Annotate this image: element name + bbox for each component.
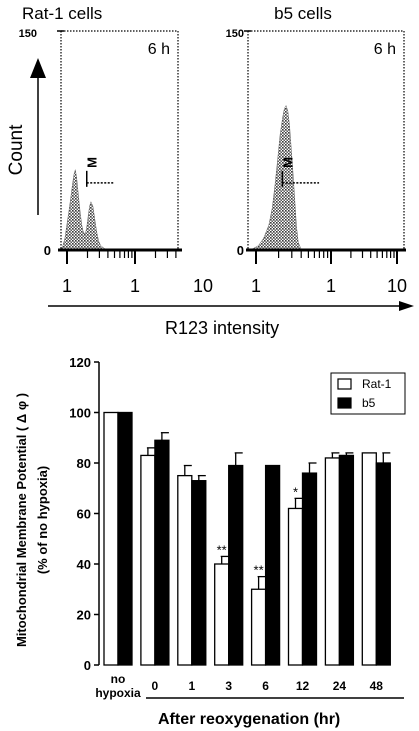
histogram-b5: b5 cells 6 h 150 0 M 1 1 10	[226, 4, 407, 296]
histogram-b5-xtick-label: 1	[326, 276, 336, 296]
histogram-rat1-area	[60, 169, 115, 251]
histogram-x-axis-label: R123 intensity	[165, 318, 279, 338]
bar-chart-y-axis-label: Mitochondrial Membrane Potential ( Δ φ )	[14, 393, 29, 647]
histogram-count-arrow	[30, 58, 46, 215]
bar-chart-y-tick-label: 100	[69, 406, 91, 421]
histogram-rat1-time: 6 h	[148, 41, 170, 58]
legend-label-rat1: Rat-1	[362, 377, 392, 391]
bar-b5	[301, 472, 318, 666]
bar-chart-category-label: 0	[152, 679, 159, 693]
histogram-y-axis-label: Count	[6, 124, 27, 175]
bar-rat1	[214, 563, 230, 666]
bar-rat1	[287, 507, 304, 666]
significance-marker: **	[217, 542, 227, 557]
bar-b5	[264, 464, 281, 666]
bar-chart-y-tick-label: 80	[77, 456, 91, 471]
bar-chart-category-label: 6	[262, 679, 269, 693]
histogram-rat1-ymax-label: 150	[19, 28, 37, 40]
histogram-b5-title: b5 cells	[274, 4, 332, 23]
bar-b5	[375, 462, 391, 666]
histogram-b5-xtick-label: 1	[251, 276, 261, 296]
histogram-rat1-x-ticks	[66, 251, 177, 264]
bar-chart-category-label: 24	[333, 679, 347, 693]
bar-chart-y-tick-label: 40	[77, 557, 91, 572]
bar-chart-category-label: no	[111, 672, 126, 686]
bar-rat1	[324, 457, 341, 666]
bar-chart-category-label: 12	[296, 679, 310, 693]
legend-swatch-rat1	[337, 378, 352, 390]
histogram-b5-area	[247, 104, 320, 251]
histogram-b5-time: 6 h	[374, 41, 396, 58]
bar-rat1	[250, 588, 267, 666]
bar-chart-category-label: 3	[225, 679, 232, 693]
bar-chart-y-axis-sublabel: (% of no hypoxia)	[35, 466, 50, 574]
significance-marker: **	[254, 563, 264, 578]
bar-b5	[228, 464, 244, 666]
bar-rat1	[140, 454, 156, 666]
bar-chart-x-axis-label: After reoxygenation (hr)	[158, 711, 340, 728]
bar-chart: Mitochondrial Membrane Potential ( Δ φ )…	[14, 355, 406, 728]
bar-b5	[338, 454, 355, 666]
histogram-b5-xtick-label: 10	[387, 276, 407, 296]
bar-chart-y-tick-label: 0	[84, 658, 91, 673]
bar-rat1	[177, 474, 193, 666]
bar-chart-y-tick-label: 60	[77, 507, 91, 522]
histogram-rat1-ymin-label: 0	[44, 243, 51, 258]
histogram-b5-ymax-label: 150	[226, 28, 244, 40]
bar-b5	[191, 480, 207, 666]
bar-chart-y-tick-label: 20	[77, 608, 91, 623]
histogram-rat1-xtick-label: 1	[62, 276, 72, 296]
legend-label-b5: b5	[362, 396, 376, 410]
bar-chart-category-label: 48	[370, 679, 384, 693]
histogram-b5-x-ticks	[255, 251, 398, 264]
histogram-rat1-xtick-label: 1	[130, 276, 140, 296]
significance-marker: *	[293, 484, 298, 499]
legend-swatch-b5	[337, 397, 352, 409]
histogram-rat1-marker-label: M	[85, 157, 100, 168]
histogram-rat1: Rat-1 cells 6 h 150 0 M 1 1 10	[19, 4, 213, 296]
histogram-intensity-arrow	[48, 301, 414, 311]
bar-chart-category-label: 1	[188, 679, 195, 693]
bar-rat1	[361, 452, 377, 666]
histogram-b5-ymin-label: 0	[237, 243, 244, 258]
bar-rat1	[103, 411, 119, 666]
histogram-rat1-title: Rat-1 cells	[22, 4, 102, 23]
bar-chart-category-label: hypoxia	[95, 686, 141, 700]
histogram-rat1-xtick-label: 10	[193, 276, 213, 296]
bar-chart-y-tick-label: 120	[69, 355, 91, 370]
histogram-b5-marker-label: M	[280, 157, 295, 168]
bar-b5	[117, 411, 133, 666]
bar-b5	[154, 439, 170, 666]
